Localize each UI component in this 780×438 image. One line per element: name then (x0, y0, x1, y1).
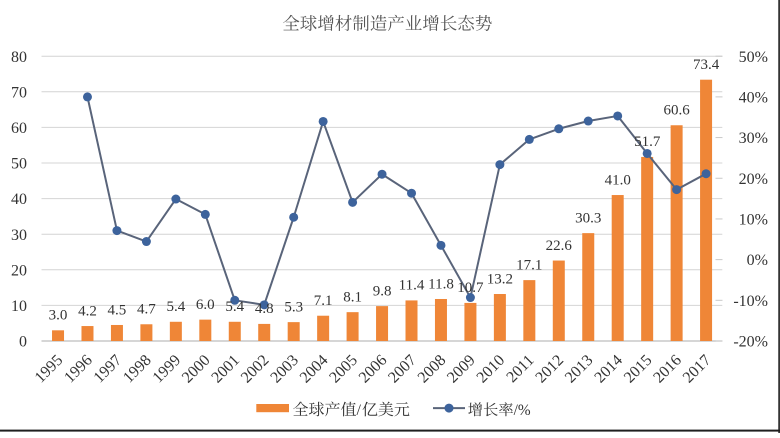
svg-text:-10%: -10% (733, 293, 768, 310)
svg-text:-20%: -20% (733, 334, 768, 351)
svg-text:5.3: 5.3 (284, 299, 303, 315)
svg-text:/: / (357, 402, 362, 419)
svg-text:22.6: 22.6 (546, 238, 573, 254)
svg-text:10%: 10% (739, 212, 768, 229)
svg-text:10.7: 10.7 (457, 280, 484, 296)
svg-text:9.8: 9.8 (373, 283, 392, 299)
svg-text:13.2: 13.2 (487, 271, 513, 287)
svg-text:7.1: 7.1 (314, 293, 333, 309)
svg-text:70: 70 (11, 84, 27, 101)
svg-text:0: 0 (19, 334, 27, 351)
svg-text:5.4: 5.4 (225, 299, 244, 315)
svg-text:4.7: 4.7 (137, 302, 156, 318)
svg-text:80: 80 (11, 49, 27, 66)
svg-text:50: 50 (11, 156, 27, 173)
svg-text:30%: 30% (739, 130, 768, 147)
svg-text:73.4: 73.4 (693, 57, 720, 73)
svg-text:8.1: 8.1 (343, 290, 362, 306)
svg-text:4.8: 4.8 (255, 301, 274, 317)
svg-text:17.1: 17.1 (516, 257, 542, 273)
svg-text:20%: 20% (739, 171, 768, 188)
svg-text:3.0: 3.0 (49, 308, 68, 324)
svg-text:50%: 50% (739, 49, 768, 66)
svg-text:4.5: 4.5 (108, 302, 127, 318)
svg-text:/%: /% (514, 402, 531, 419)
svg-text:40: 40 (11, 191, 27, 208)
svg-text:30.3: 30.3 (575, 210, 601, 226)
svg-text:51.7: 51.7 (634, 134, 661, 150)
svg-text:0%: 0% (747, 252, 768, 269)
svg-text:40%: 40% (739, 90, 768, 107)
svg-text:20: 20 (11, 262, 27, 279)
svg-text:4.2: 4.2 (78, 303, 97, 319)
svg-text:30: 30 (11, 227, 27, 244)
svg-text:11.4: 11.4 (399, 278, 425, 294)
svg-text:5.4: 5.4 (167, 299, 186, 315)
svg-text:6.0: 6.0 (196, 297, 215, 313)
svg-text:11.8: 11.8 (428, 276, 454, 292)
svg-text:60: 60 (11, 120, 27, 137)
svg-text:60.6: 60.6 (663, 103, 690, 119)
svg-text:10: 10 (11, 298, 27, 315)
svg-text:41.0: 41.0 (605, 172, 631, 188)
